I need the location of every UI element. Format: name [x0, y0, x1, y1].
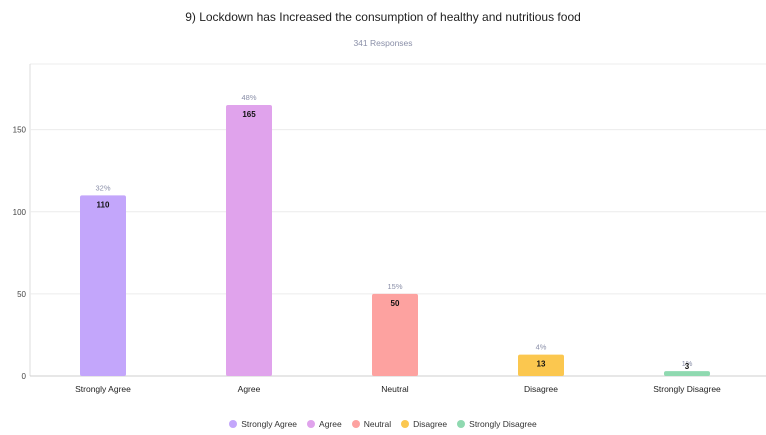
percent-label: 48% [241, 93, 256, 102]
x-tick-label: Strongly Disagree [653, 384, 721, 394]
bar [372, 293, 418, 376]
chart-subtitle: 341 Responses [353, 38, 413, 48]
chart-title: 9) Lockdown has Increased the consumptio… [185, 10, 581, 24]
legend-item[interactable]: Neutral [351, 419, 392, 429]
legend: Strongly Agree Agree Neutral Disagree Strong… [0, 419, 766, 429]
legend-label: Neutral [363, 419, 392, 429]
value-label: 3 [685, 362, 690, 371]
legend-swatch [457, 420, 466, 428]
legend-item[interactable]: Strongly Agree [229, 419, 297, 429]
legend-swatch [401, 420, 410, 428]
bar [664, 371, 710, 376]
value-label: 110 [97, 200, 110, 209]
x-tick-label: Neutral [381, 384, 409, 394]
legend-swatch [229, 420, 238, 428]
bar [80, 195, 126, 376]
legend-item[interactable]: Disagree [401, 419, 447, 429]
legend-label: Agree [319, 419, 342, 429]
legend-label: Strongly Agree [241, 419, 298, 429]
value-label: 50 [391, 299, 400, 308]
y-tick-label: 0 [22, 372, 27, 381]
percent-label: 1% [682, 359, 693, 368]
x-tick-label: Agree [238, 384, 261, 394]
value-label: 13 [537, 360, 546, 369]
legend-label: Strongly Disagree [469, 419, 537, 429]
legend-item[interactable]: Agree [307, 419, 342, 429]
x-tick-label: Strongly Agree [75, 384, 131, 394]
bar [518, 354, 564, 376]
legend-label: Disagree [413, 419, 448, 429]
legend-item[interactable]: Strongly Disagree [457, 419, 537, 429]
percent-label: 15% [387, 282, 402, 291]
percent-label: 4% [536, 343, 547, 352]
bar [226, 105, 272, 376]
y-tick-label: 150 [13, 126, 27, 135]
legend-swatch [351, 420, 360, 428]
percent-label: 32% [95, 183, 110, 192]
y-tick-label: 100 [13, 208, 27, 217]
y-tick-label: 50 [17, 290, 26, 299]
x-tick-label: Disagree [524, 384, 558, 394]
legend-swatch [307, 420, 316, 428]
value-label: 165 [242, 110, 256, 119]
